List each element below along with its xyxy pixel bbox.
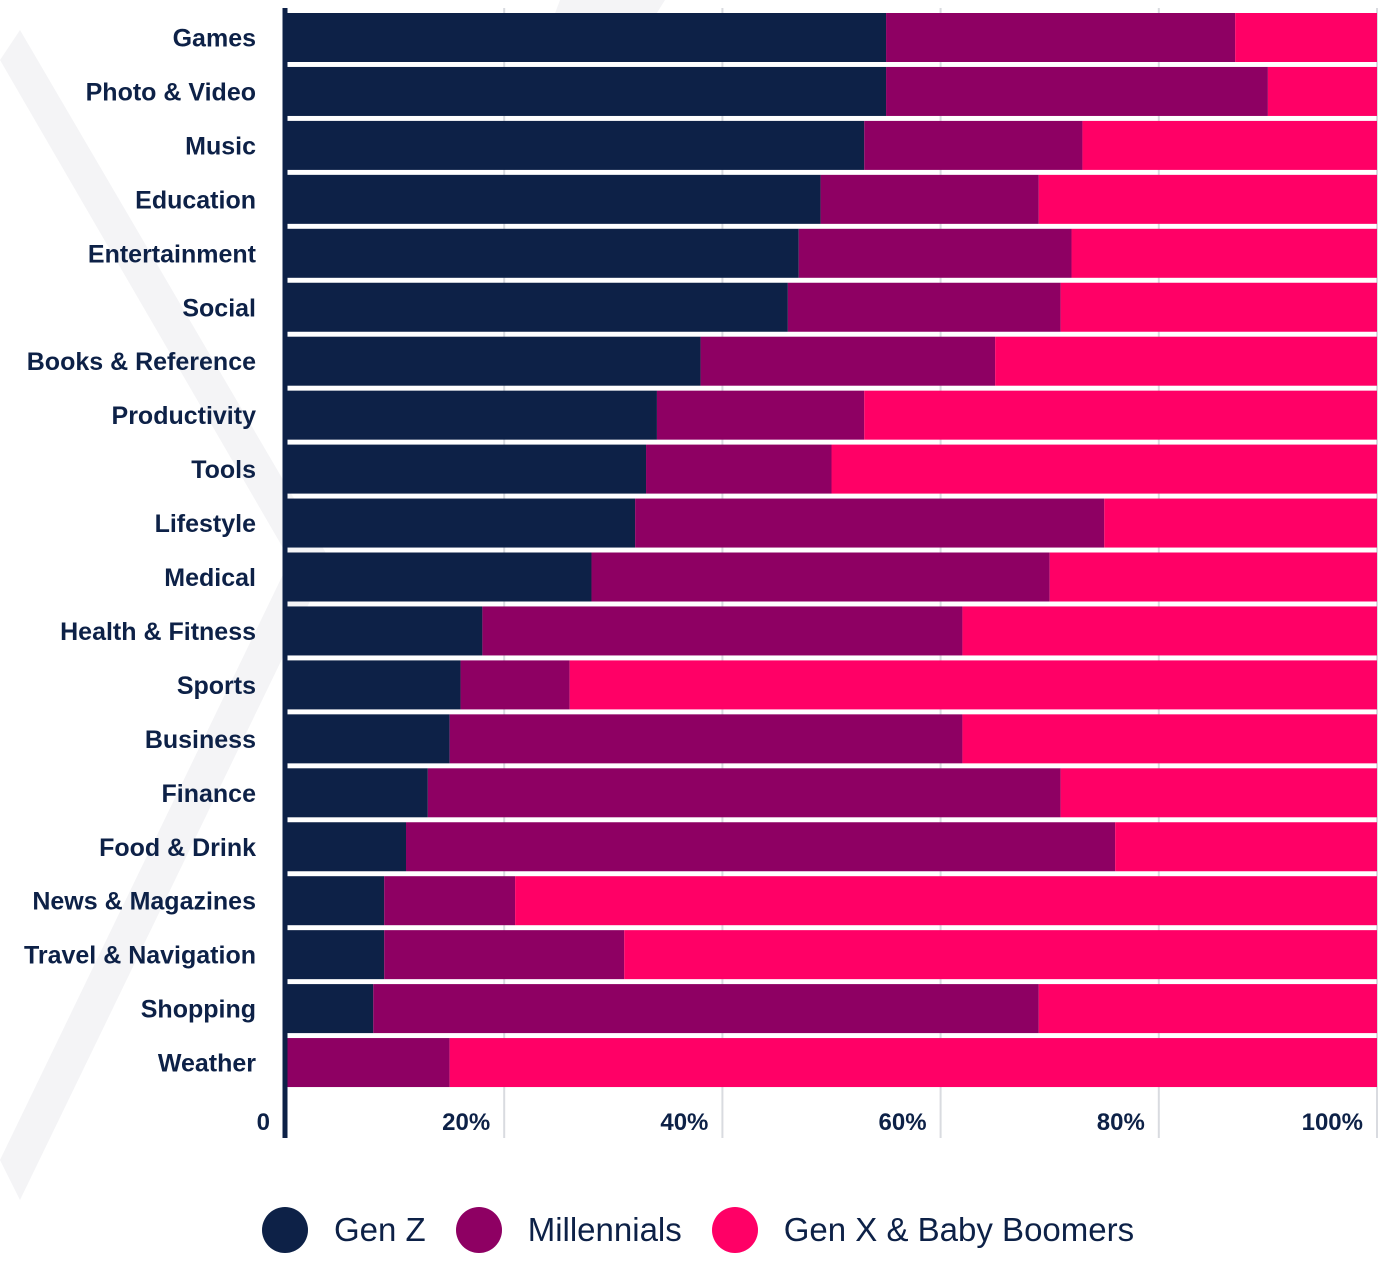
bar-sports-gen-z (286, 660, 461, 710)
category-label-shopping: Shopping (141, 996, 256, 1024)
bar-education-gen-x-and-baby-boomers (1038, 174, 1377, 224)
legend-swatch-millennials (455, 1207, 502, 1253)
bar-medical-gen-x-and-baby-boomers (1049, 552, 1377, 602)
bar-music-gen-x-and-baby-boomers (1082, 120, 1377, 170)
bar-games-gen-z (286, 13, 887, 62)
x-tick-label-60: 60% (879, 1109, 927, 1136)
bar-education-gen-z (286, 174, 821, 224)
bars (286, 13, 1377, 1088)
category-label-photo-and-video: Photo & Video (86, 78, 256, 106)
x-tick-label-20: 20% (442, 1109, 490, 1136)
bar-social-gen-x-and-baby-boomers (1060, 282, 1377, 332)
category-label-weather: Weather (158, 1050, 256, 1078)
bar-social-millennials (787, 282, 1061, 332)
x-tick-label-40: 40% (660, 1109, 708, 1136)
category-label-finance: Finance (162, 780, 257, 808)
category-label-education: Education (135, 186, 256, 214)
bar-lifestyle-gen-x-and-baby-boomers (1104, 498, 1377, 548)
category-label-travel-and-navigation: Travel & Navigation (24, 942, 256, 970)
bar-games-gen-x-and-baby-boomers (1235, 13, 1377, 62)
bar-business-gen-x-and-baby-boomers (962, 714, 1377, 764)
bar-finance-gen-z (286, 768, 428, 818)
legend-item-gen-x-baby-boomers: Gen X & Baby Boomers (711, 1207, 1135, 1253)
category-label-games: Games (173, 25, 256, 53)
bar-news-and-magazines-millennials (384, 876, 516, 926)
bar-finance-gen-x-and-baby-boomers (1060, 768, 1377, 818)
category-label-books-and-reference: Books & Reference (27, 348, 256, 376)
bar-travel-and-navigation-gen-x-and-baby-boomers (624, 930, 1377, 980)
bar-sports-gen-x-and-baby-boomers (569, 660, 1377, 710)
bar-food-and-drink-gen-z (286, 822, 407, 872)
bar-tools-gen-x-and-baby-boomers (831, 444, 1377, 494)
bar-education-millennials (820, 174, 1039, 224)
bar-food-and-drink-gen-x-and-baby-boomers (1115, 822, 1377, 872)
category-label-medical: Medical (164, 564, 256, 592)
bar-music-gen-z (286, 120, 865, 170)
bar-medical-millennials (591, 552, 1050, 602)
bar-medical-gen-z (286, 552, 592, 602)
legend-label-gen-z: Gen Z (334, 1211, 426, 1248)
bar-productivity-gen-x-and-baby-boomers (864, 390, 1377, 440)
bar-weather-millennials (286, 1038, 450, 1088)
x-tick-label-80: 80% (1097, 1109, 1145, 1136)
bar-entertainment-gen-x-and-baby-boomers (1071, 228, 1377, 278)
bar-books-and-reference-gen-z (286, 336, 701, 386)
bar-photo-and-video-gen-z (286, 66, 887, 116)
bar-shopping-millennials (373, 984, 1039, 1034)
bar-health-and-fitness-gen-x-and-baby-boomers (962, 606, 1377, 656)
bar-weather-gen-x-and-baby-boomers (449, 1038, 1377, 1088)
category-label-food-and-drink: Food & Drink (99, 834, 256, 862)
bar-games-millennials (886, 13, 1236, 62)
bar-social-gen-z (286, 282, 788, 332)
legend: Gen Z Millennials Gen X & Baby Boomers (262, 1207, 1134, 1253)
legend-label-gen-x-baby-boomers: Gen X & Baby Boomers (783, 1211, 1135, 1248)
bar-news-and-magazines-gen-x-and-baby-boomers (515, 876, 1377, 926)
bar-books-and-reference-gen-x-and-baby-boomers (995, 336, 1377, 386)
legend-item-millennials: Millennials (455, 1207, 682, 1253)
legend-item-gen-z: Gen Z (262, 1207, 426, 1253)
legend-label-millennials: Millennials (527, 1211, 682, 1248)
watermark-chevron (0, 30, 330, 1200)
bar-shopping-gen-z (286, 984, 374, 1034)
x-tick-label-100: 100% (1302, 1109, 1363, 1136)
bar-health-and-fitness-gen-z (286, 606, 483, 656)
category-label-sports: Sports (177, 672, 256, 700)
bar-travel-and-navigation-millennials (384, 930, 625, 980)
bar-business-gen-z (286, 714, 450, 764)
bar-shopping-gen-x-and-baby-boomers (1038, 984, 1377, 1034)
category-label-business: Business (145, 726, 256, 754)
bar-health-and-fitness-millennials (482, 606, 963, 656)
bar-entertainment-millennials (798, 228, 1072, 278)
category-label-tools: Tools (191, 456, 256, 484)
bar-tools-millennials (646, 444, 832, 494)
bar-travel-and-navigation-gen-z (286, 930, 385, 980)
legend-swatch-gen-x-baby-boomers (711, 1207, 758, 1253)
bar-entertainment-gen-z (286, 228, 799, 278)
bar-lifestyle-gen-z (286, 498, 636, 548)
bar-photo-and-video-millennials (886, 66, 1268, 116)
bar-food-and-drink-millennials (406, 822, 1116, 872)
bar-productivity-gen-z (286, 390, 657, 440)
category-label-music: Music (185, 132, 256, 160)
bar-business-millennials (449, 714, 963, 764)
category-label-productivity: Productivity (112, 402, 257, 430)
category-label-social: Social (182, 294, 256, 322)
category-label-health-and-fitness: Health & Fitness (60, 618, 256, 646)
x-tick-label-0: 0 (257, 1109, 270, 1136)
category-label-entertainment: Entertainment (88, 240, 257, 268)
bar-lifestyle-millennials (635, 498, 1105, 548)
bar-news-and-magazines-gen-z (286, 876, 385, 926)
bar-tools-gen-z (286, 444, 647, 494)
category-label-lifestyle: Lifestyle (155, 510, 257, 538)
bar-productivity-millennials (656, 390, 865, 440)
bar-music-millennials (864, 120, 1083, 170)
category-label-news-and-magazines: News & Magazines (32, 888, 256, 916)
bar-finance-millennials (427, 768, 1061, 818)
bar-sports-millennials (460, 660, 570, 710)
bar-photo-and-video-gen-x-and-baby-boomers (1267, 66, 1377, 116)
bar-books-and-reference-millennials (700, 336, 996, 386)
legend-swatch-gen-z (262, 1207, 308, 1253)
